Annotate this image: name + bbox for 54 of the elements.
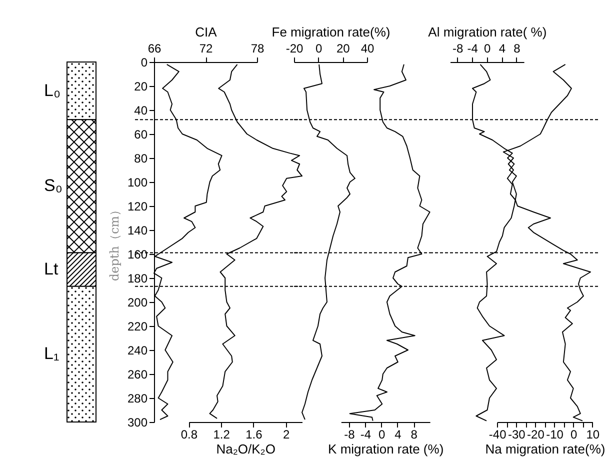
y-tick-label: 220 — [127, 320, 148, 334]
x2-tick-label: 8 — [514, 42, 521, 56]
y-tick-label: 80 — [134, 152, 148, 166]
x2-tick-label: 0 — [484, 42, 492, 56]
x-tick-label: 8 — [410, 428, 418, 442]
y-tick-label: 20 — [134, 80, 148, 94]
y-tick-label: 60 — [134, 128, 148, 142]
x2-tick-label: 78 — [250, 42, 264, 56]
x-tick-label: -40 — [488, 428, 507, 442]
x-tick-label: 0.8 — [180, 428, 198, 442]
x2-axis-title: CIA — [195, 24, 218, 40]
x-tick-label: -20 — [527, 428, 545, 442]
y-tick-label: 100 — [127, 176, 148, 190]
x2-tick-label: -4 — [467, 42, 478, 56]
x2-axis-title: Al migration rate( %) — [428, 24, 547, 40]
x2-tick-label: 20 — [336, 42, 350, 56]
text: Lt — [44, 260, 58, 279]
y-tick-label: 120 — [127, 200, 148, 214]
x-tick-label: -10 — [546, 428, 564, 442]
x-tick-label: -30 — [508, 428, 526, 442]
x2-tick-label: -20 — [286, 42, 304, 56]
y-tick-label: 0 — [140, 56, 148, 70]
y-tick-label: 240 — [127, 344, 148, 358]
text: L₁ — [44, 344, 60, 364]
y-axis-title: depth（cm） — [107, 204, 122, 282]
y-tick-label: 40 — [134, 104, 148, 118]
y-tick-label: 200 — [127, 296, 148, 310]
x-axis-title: Na migration rate(%) — [485, 442, 606, 456]
x2-tick-label: 40 — [360, 42, 374, 56]
x-tick-label: 0 — [378, 428, 386, 442]
x2-tick-label: 66 — [148, 42, 162, 56]
x-tick-label: 4 — [394, 428, 402, 442]
y-tick-label: 300 — [127, 416, 148, 430]
y-tick-label: 280 — [127, 392, 148, 406]
x2-tick-label: 72 — [199, 42, 213, 56]
x-axis-title: K migration rate (%) — [328, 442, 444, 456]
x-tick-label: 0 — [570, 428, 578, 442]
x2-tick-label: -8 — [452, 42, 464, 56]
x-tick-label: 10 — [586, 428, 600, 442]
text: L₀ — [44, 80, 61, 100]
text: S₀ — [44, 176, 62, 196]
x-axis-title: Na₂O/K₂O — [216, 442, 276, 456]
x2-tick-label: 0 — [315, 42, 322, 56]
x-tick-label: -8 — [344, 428, 356, 442]
x-tick-label: 1.2 — [213, 428, 230, 442]
x2-tick-label: 4 — [498, 42, 506, 56]
x-tick-label: 1.6 — [246, 428, 263, 442]
x-tick-label: 2 — [282, 428, 290, 442]
x-tick-label: -4 — [360, 428, 372, 442]
y-tick-label: 160 — [127, 248, 148, 262]
y-tick-label: 140 — [127, 224, 148, 238]
x2-axis-title: Fe migration rate(%) — [272, 24, 390, 40]
y-tick-label: 260 — [127, 368, 148, 382]
y-tick-label: 180 — [127, 272, 148, 286]
